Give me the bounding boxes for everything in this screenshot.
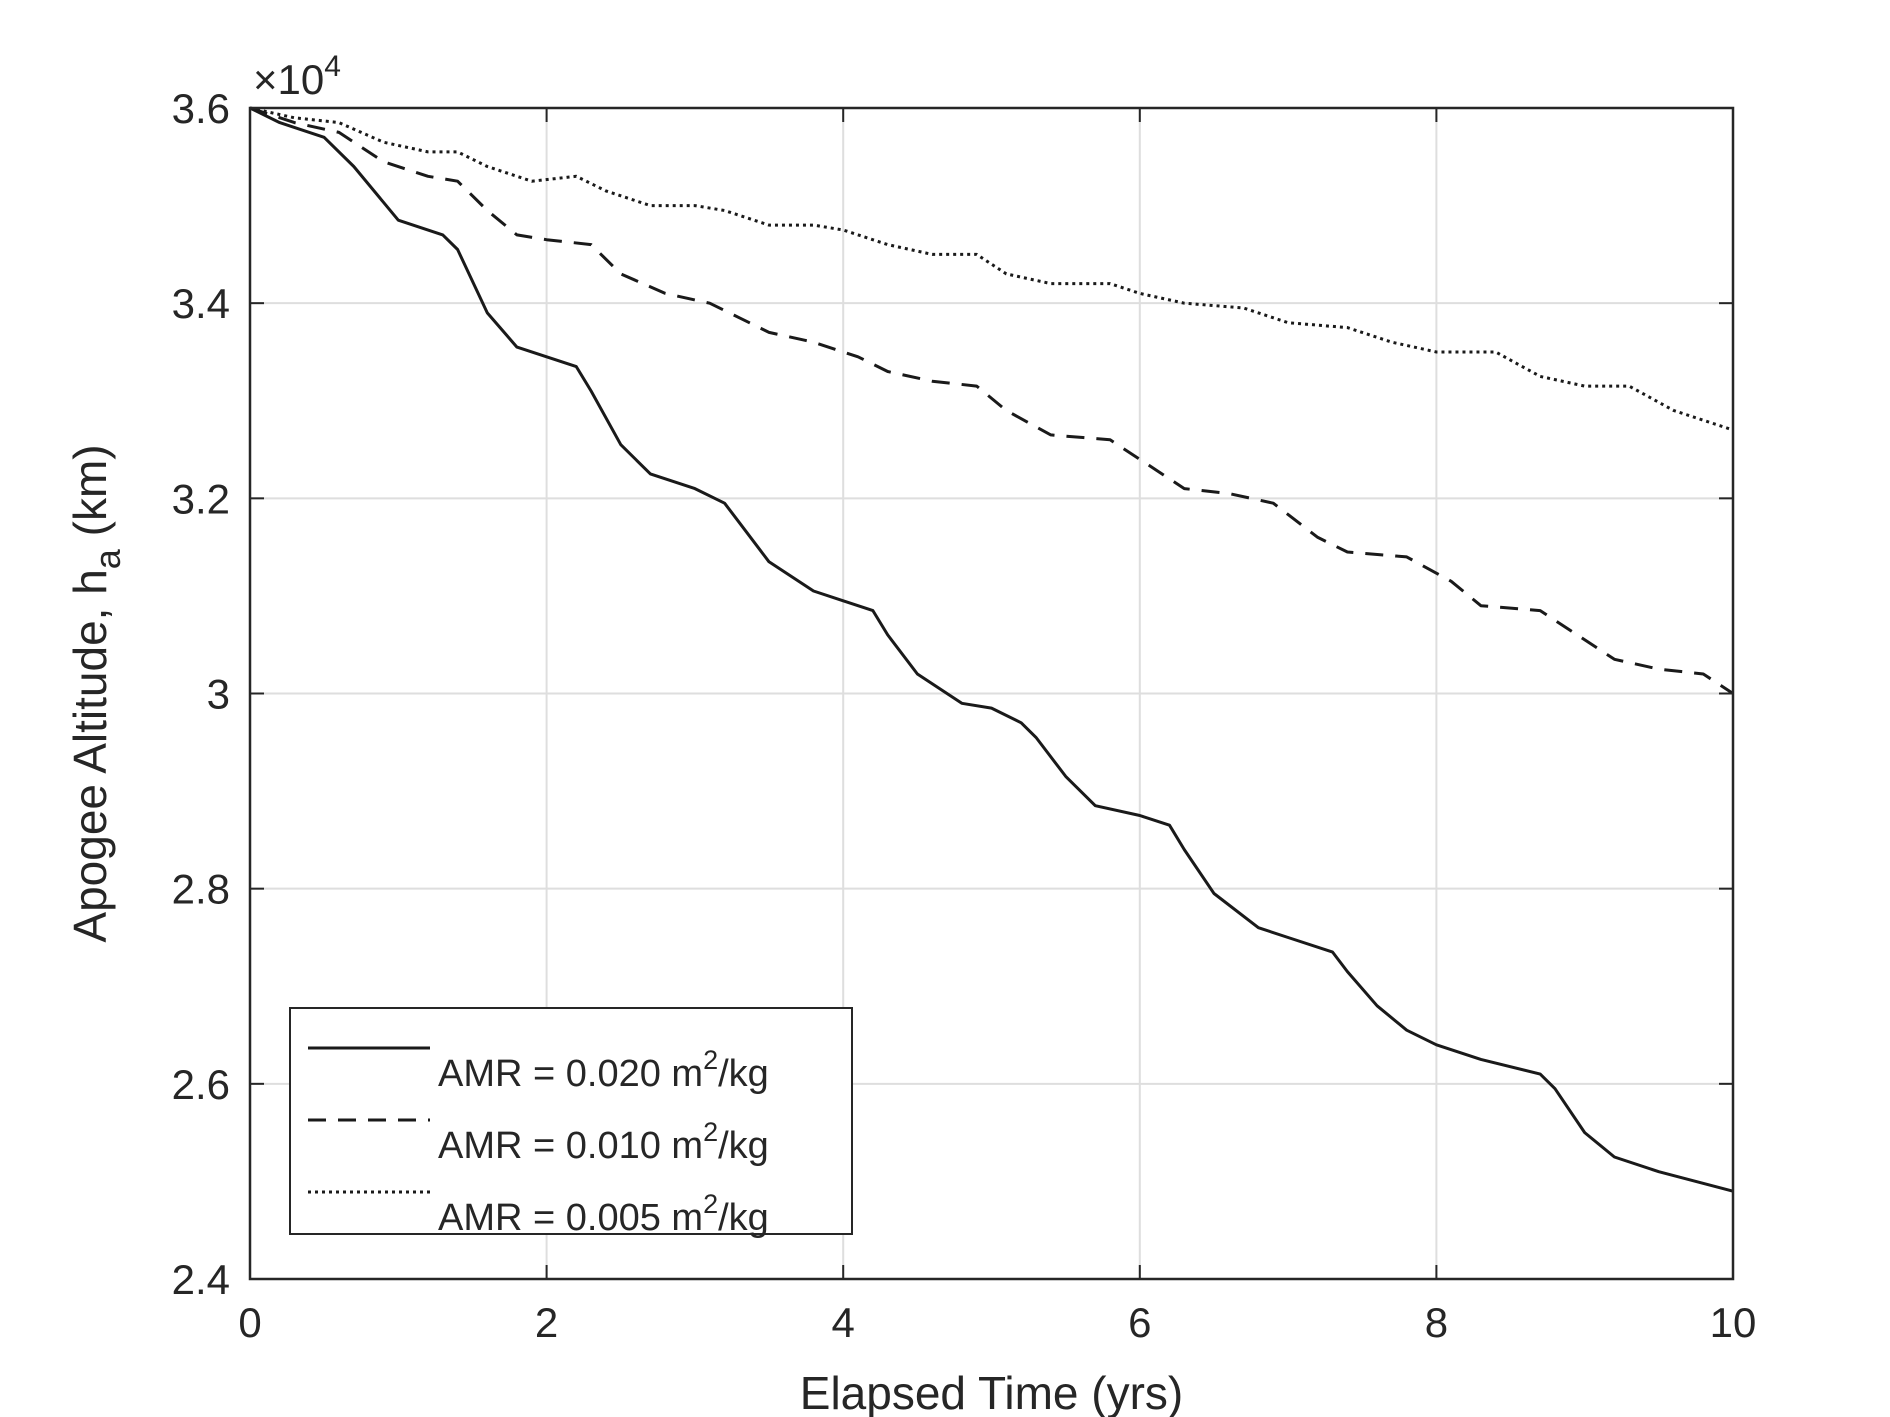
x-tick-labels: 0 2 4 6 8 10 — [238, 1299, 1756, 1346]
legend-entry-1: AMR = 0.020 m2/kg — [438, 1045, 769, 1095]
y-tick-label: 3.6 — [172, 85, 230, 132]
legend: AMR = 0.020 m2/kg AMR = 0.010 m2/kg AMR = … — [289, 1007, 853, 1239]
legend-entry-2: AMR = 0.010 m2/kg — [438, 1117, 769, 1167]
series-line-1 — [249, 106, 1734, 1193]
legend-entry-3: AMR = 0.005 m2/kg — [438, 1189, 769, 1239]
x-tick-label: 2 — [535, 1299, 558, 1346]
x-axis-title: Elapsed Time (yrs) — [800, 1367, 1183, 1417]
tick-marks — [249, 107, 1734, 1280]
x-tick-label: 4 — [832, 1299, 855, 1346]
x-tick-label: 0 — [238, 1299, 261, 1346]
y-tick-label: 2.6 — [172, 1061, 230, 1108]
series-line-2 — [249, 106, 1734, 695]
y-tick-labels: 2.4 2.6 2.8 3 3.2 3.4 3.6 — [172, 85, 230, 1303]
series-group — [249, 106, 1734, 1193]
y-axis-exponent: ×104 — [253, 50, 341, 103]
x-tick-label: 10 — [1710, 1299, 1757, 1346]
series-line-3 — [249, 106, 1734, 432]
y-tick-label: 2.8 — [172, 866, 230, 913]
y-tick-label: 3.4 — [172, 280, 230, 327]
x-tick-label: 6 — [1128, 1299, 1151, 1346]
x-tick-label: 8 — [1425, 1299, 1448, 1346]
y-tick-label: 3 — [207, 671, 230, 718]
y-axis-title: Apogee Altitude, ha (km) — [64, 444, 128, 942]
y-tick-label: 3.2 — [172, 475, 230, 522]
y-tick-label: 2.4 — [172, 1256, 230, 1303]
